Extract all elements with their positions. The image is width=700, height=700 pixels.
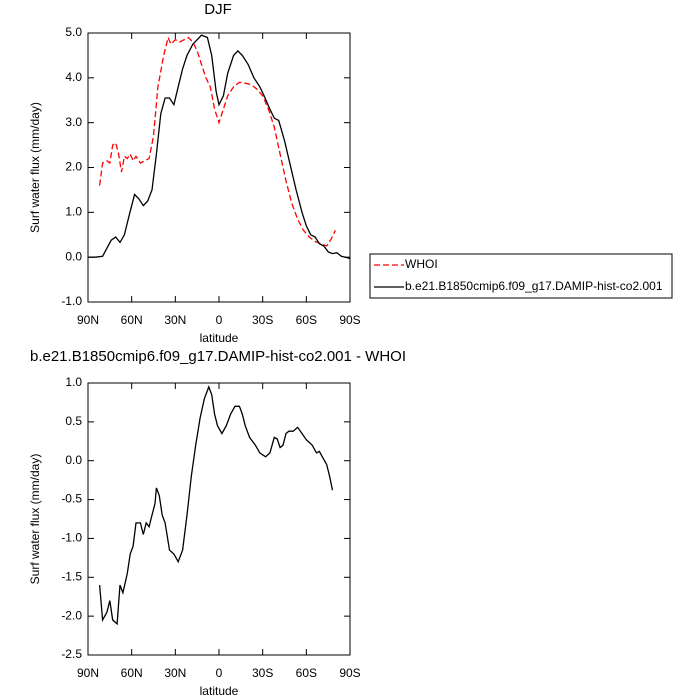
x-tick-label: 30S: [252, 313, 273, 327]
y-tick-label: -2.5: [61, 647, 82, 661]
x-tick-label: 30N: [164, 313, 186, 327]
x-tick-label: 60S: [296, 313, 317, 327]
y-tick-label: 0.0: [65, 453, 82, 467]
x-tick-label: 60N: [121, 313, 143, 327]
x-tick-label: 30S: [252, 666, 273, 680]
legend-label: b.e21.B1850cmip6.f09_g17.DAMIP-hist-co2.…: [405, 279, 663, 293]
x-tick-label: 90N: [77, 313, 99, 327]
y-tick-label: 1.0: [65, 205, 82, 219]
x-tick-label: 30N: [164, 666, 186, 680]
chart-title: b.e21.B1850cmip6.f09_g17.DAMIP-hist-co2.…: [30, 348, 406, 365]
x-tick-label: 60S: [296, 666, 317, 680]
plot-frame: [87, 32, 351, 303]
x-tick-label: 60N: [121, 666, 143, 680]
y-tick-label: -2.0: [61, 608, 82, 622]
y-tick-label: -1.5: [61, 569, 82, 583]
y-tick-label: 0.0: [65, 249, 82, 263]
y-tick-label: 5.0: [65, 25, 82, 39]
y-tick-label: 4.0: [65, 70, 82, 84]
chart-title: DJF: [204, 1, 232, 18]
y-axis-label: Surf water flux (mm/day): [28, 102, 42, 233]
y-tick-label: 2.0: [65, 160, 82, 174]
data-line: [98, 385, 334, 626]
y-tick-label: -0.5: [61, 492, 82, 506]
y-tick-label: -1.0: [61, 531, 82, 545]
x-tick-label: 90S: [339, 666, 360, 680]
y-tick-label: -1.0: [61, 294, 82, 308]
x-tick-label: 90S: [339, 313, 360, 327]
data-line: [88, 34, 351, 260]
y-tick-label: 3.0: [65, 115, 82, 129]
x-axis-label: latitude: [200, 684, 239, 698]
x-tick-label: 0: [216, 313, 223, 327]
x-tick-label: 0: [216, 666, 223, 680]
plot-frame: [87, 382, 351, 656]
legend-box: [369, 253, 673, 299]
data-line: [98, 35, 336, 247]
x-tick-label: 90N: [77, 666, 99, 680]
legend-label: WHOI: [405, 257, 438, 271]
x-axis-label: latitude: [200, 331, 239, 345]
y-axis-label: Surf water flux (mm/day): [28, 454, 42, 585]
y-tick-label: 1.0: [65, 375, 82, 389]
y-tick-label: 0.5: [65, 414, 82, 428]
